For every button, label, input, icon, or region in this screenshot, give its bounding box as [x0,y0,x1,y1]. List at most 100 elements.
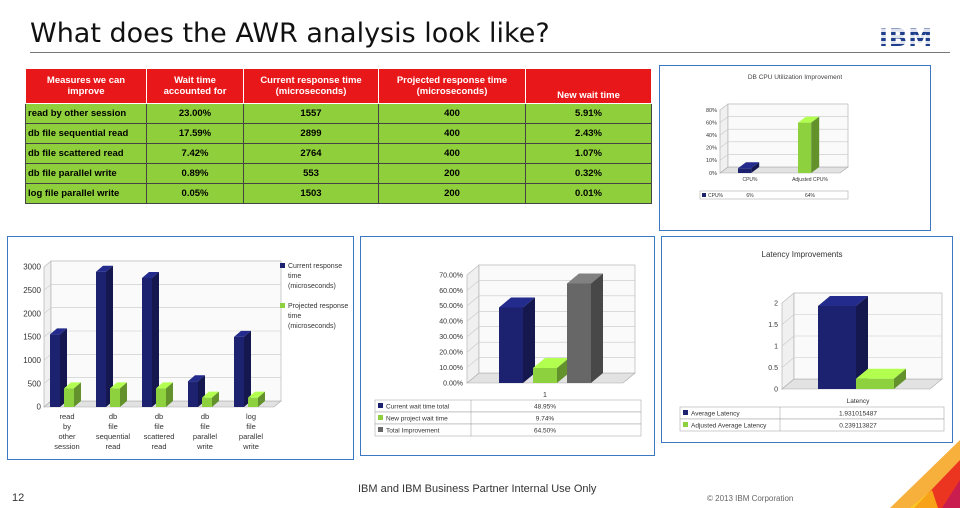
cpu-bar [738,162,760,173]
y-tick-label: 1500 [23,333,41,342]
latency-bar [818,295,868,389]
gridline [781,335,942,347]
x-tick-label: CPU% [742,177,758,183]
data-table-row [699,190,849,200]
y-tick-label: 40.00% [439,319,463,326]
x-tick-label: by [63,422,71,431]
data-label: 1.931015487 [839,411,877,418]
gridline [43,260,281,268]
table-cell: 400 [378,143,526,164]
table-cell: 200 [378,183,526,204]
x-tick-label: session [54,442,79,451]
data-table-row [374,423,642,437]
response-bar [64,382,81,407]
x-tick-label: file [108,422,118,431]
y-tick-label: 10% [706,158,717,164]
gridline [43,307,281,314]
x-tick-label: Adjusted CPU% [792,177,828,183]
cpu-utilization-chart: DB CPU Utilization Improvement 0% 10% 20% 40… [699,74,849,200]
chart-back-wall [727,103,849,168]
y-tick-label: 0.5 [768,365,778,372]
table-header-cell: Current response time (microseconds) [243,68,379,104]
chart-side-wall [466,264,480,384]
slide-title: What does the AWR analysis look like? [30,18,550,49]
table-cell: 17.59% [146,123,244,144]
table-cell: read by other session [25,103,147,124]
chart-title: DB CPU Utilization Improvement [748,74,842,81]
y-tick-label: 0 [774,386,778,393]
table-row: db file scattered read 7.42% 2764 400 1.07% [25,143,652,164]
legend-swatch [280,263,285,268]
legend-label: Adjusted Average Latency [691,423,767,430]
data-label: 0.239113827 [839,423,877,430]
y-tick-label: 80% [706,108,717,114]
response-bar [248,391,265,407]
table-cell: db file scattered read [25,143,147,164]
x-tick-label: other [58,432,76,441]
chart-side-wall [719,103,729,174]
legend-swatch [702,193,706,197]
x-tick-label: log [246,412,256,421]
table-cell: 400 [378,123,526,144]
y-tick-label: 20% [706,146,717,152]
legend-swatch [378,403,383,408]
gridline [781,292,942,304]
legend-label: Current wait time total [386,404,450,411]
latency-chart-panel: Latency Improvements 0 0.5 1 1.5 2 Latency Aver… [661,236,953,443]
legend-swatch [378,427,383,432]
data-label: 64.50% [534,428,556,435]
response-bar [202,391,219,407]
legend-label: time [288,313,301,320]
x-tick-label: file [246,422,256,431]
latency-bar [856,368,906,389]
gridline [781,357,942,368]
table-header-cell: Measures we can improve [25,68,147,104]
legend-swatch [683,422,688,427]
table-cell: 0.05% [146,183,244,204]
table-cell: db file parallel write [25,163,147,184]
y-tick-label: 10.00% [439,365,463,372]
y-tick-label: 1 [774,343,778,350]
waittime-bar [499,297,535,383]
cpu-bar [798,116,820,173]
response-bar [96,265,113,407]
data-label: 48.95% [534,404,556,411]
legend-label: Projected response [288,303,348,310]
data-label: 64% [805,193,816,199]
table-header-row: Measures we can improve Wait time accoun… [25,68,652,104]
legend-label: New project wait time [386,416,448,423]
response-time-chart: 050010001500200025003000readbyothersessi… [23,260,348,451]
x-tick-label: 1 [543,392,547,399]
x-tick-label: db [201,412,209,421]
x-tick-label: file [200,422,210,431]
table-row: log file parallel write 0.05% 1503 200 0.01% [25,183,652,204]
x-tick-label: read [151,442,166,451]
y-tick-label: 60.00% [439,288,463,295]
x-tick-label: Latency [847,398,871,405]
table-cell: 0.32% [525,163,652,184]
wait-time-chart: 0.00% 10.00% 20.00% 30.00% 40.00% 50.00% 60.00… [374,264,642,437]
data-label: 9.74% [536,416,555,423]
chart-title: Latency Improvements [762,250,843,259]
legend-label: time [288,273,301,280]
table-cell: 5.91% [525,103,652,124]
table-row: read by other session 23.00% 1557 400 5.91% [25,103,652,124]
table-cell: 2.43% [525,123,652,144]
x-tick-label: file [154,422,164,431]
gridline [466,264,635,276]
table-cell: 23.00% [146,103,244,124]
y-tick-label: 0.00% [443,380,463,387]
legend-label: Average Latency [691,411,740,418]
table-cell: 2764 [243,143,379,164]
x-tick-label: read [105,442,120,451]
table-cell: 1557 [243,103,379,124]
gridline [43,284,281,291]
title-divider [30,52,950,53]
legend-swatch [280,303,285,308]
ibm-logo: IBM [879,24,934,52]
table-cell: 0.01% [525,183,652,204]
response-bar [156,382,173,407]
waittime-bar [567,273,603,383]
table-row: db file parallel write 0.89% 553 200 0.32% [25,163,652,184]
awr-table: Measures we can improve Wait time accoun… [25,68,652,204]
